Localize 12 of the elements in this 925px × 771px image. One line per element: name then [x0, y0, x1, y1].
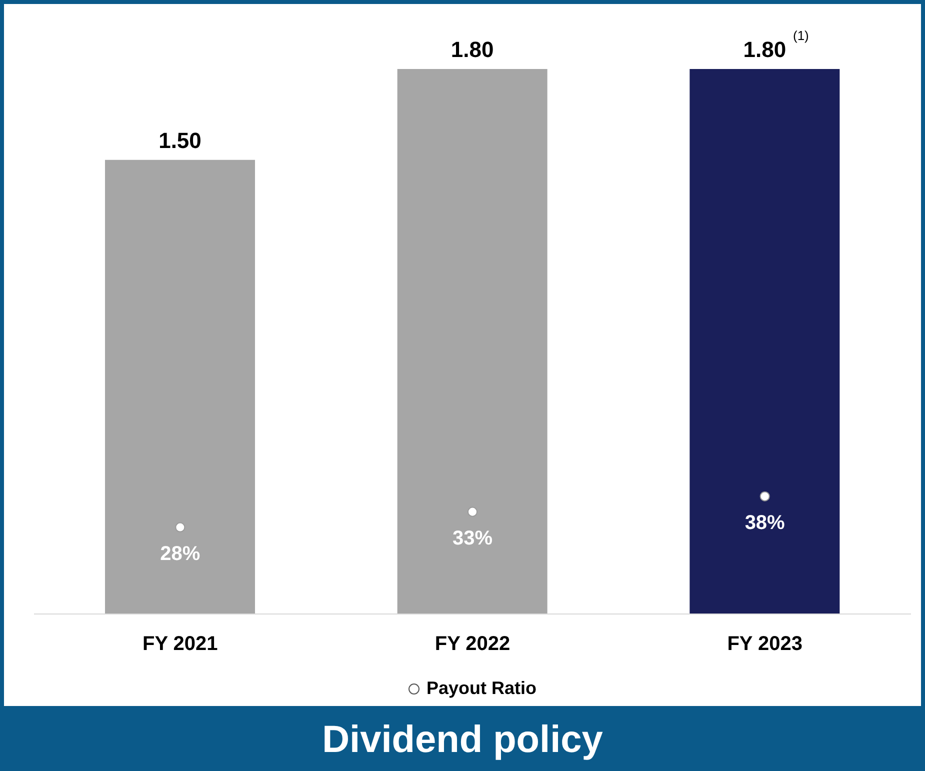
text: Payout Ratio — [425, 678, 536, 699]
x-tick-label: FY 2021 — [142, 633, 218, 656]
x-tick-label: FY 2023 — [727, 633, 802, 656]
data-label: 33% — [452, 527, 493, 550]
data-label: 1.50 — [158, 128, 202, 153]
data-label: 38% — [744, 512, 786, 534]
data-label: 1.80 — [450, 37, 494, 62]
data-label: 1.80 — [743, 37, 786, 62]
text: (1) — [793, 28, 809, 43]
x-tick-label: FY 2022 — [434, 633, 510, 656]
text: Dividend policy — [0, 706, 925, 771]
data-label: 28% — [160, 542, 200, 565]
